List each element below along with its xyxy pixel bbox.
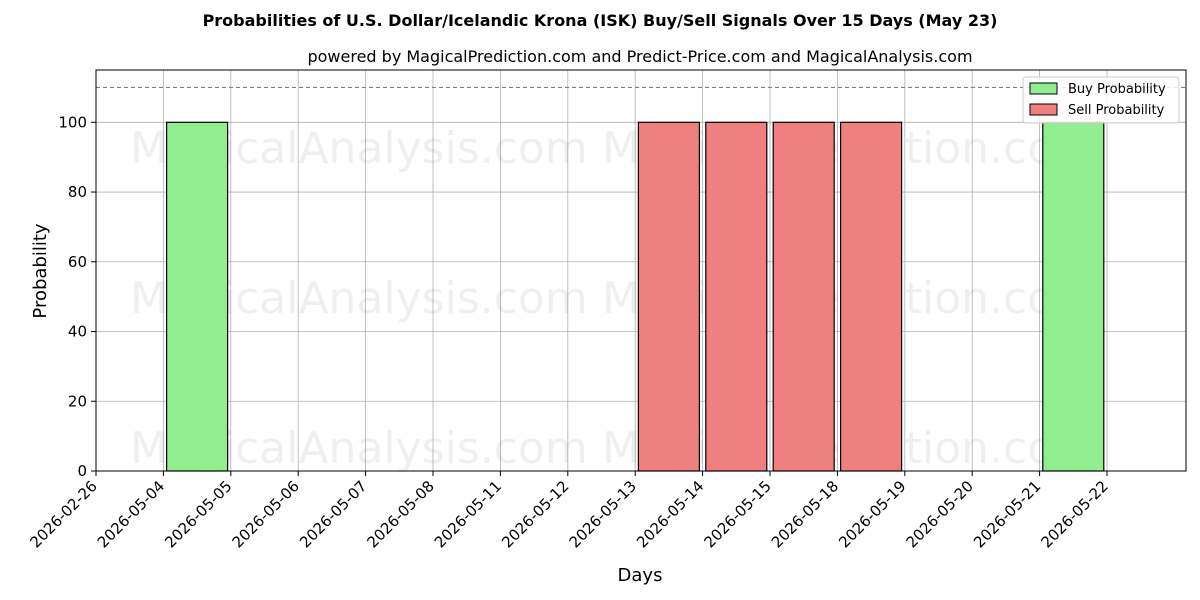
plot-frame bbox=[95, 69, 1187, 472]
bar-sell-probability bbox=[705, 121, 768, 472]
x-tick-label: 2026-05-21 bbox=[970, 477, 1044, 551]
x-tick-label: 2026-05-13 bbox=[566, 477, 640, 551]
x-tick-label: 2026-05-05 bbox=[161, 477, 235, 551]
y-tick-label: 40 bbox=[68, 323, 87, 341]
x-tick-label: 2026-05-19 bbox=[835, 477, 909, 551]
legend-label: Sell Probability bbox=[1068, 103, 1165, 118]
chart-title: Probabilities of U.S. Dollar/Icelandic K… bbox=[203, 11, 998, 30]
x-tick-label: 2026-05-12 bbox=[498, 477, 572, 551]
y-tick-label: 20 bbox=[68, 392, 87, 410]
y-tick-label: 0 bbox=[77, 462, 87, 480]
y-tick-label: 100 bbox=[58, 113, 87, 131]
bar-sell-probability bbox=[839, 121, 903, 472]
legend-swatch bbox=[1029, 103, 1058, 116]
bar-buy-probability bbox=[1042, 121, 1105, 472]
chart-subtitle: powered by MagicalPrediction.com and Pre… bbox=[307, 47, 972, 66]
y-axis-label: Probability bbox=[30, 223, 51, 318]
x-tick-label: 2026-05-22 bbox=[1037, 477, 1111, 551]
bars bbox=[166, 121, 1105, 472]
x-tick-label: 2026-05-11 bbox=[431, 477, 505, 551]
x-tick-label: 2026-05-06 bbox=[229, 477, 303, 551]
legend-label: Buy Probability bbox=[1068, 82, 1166, 97]
bar-sell-probability bbox=[637, 121, 701, 472]
y-tick-label: 60 bbox=[68, 253, 87, 271]
x-tick-label: 2026-05-15 bbox=[700, 477, 774, 551]
bar-buy-probability bbox=[166, 121, 229, 472]
x-tick-label: 2026-05-18 bbox=[768, 477, 842, 551]
x-axis-label: Days bbox=[618, 565, 663, 586]
bar-sell-probability bbox=[772, 121, 835, 472]
x-tick-label: 2026-05-04 bbox=[94, 477, 168, 551]
legend: Buy Probability Sell Probability bbox=[1022, 76, 1180, 124]
x-tick-label: 2026-05-07 bbox=[296, 477, 370, 551]
legend-box bbox=[1022, 76, 1180, 124]
x-tick-label: 2026-05-14 bbox=[633, 477, 707, 551]
legend-swatch bbox=[1029, 82, 1058, 95]
x-tick-label: 2026-02-26 bbox=[26, 477, 100, 551]
watermarks: MagicalAnalysis.comMagicalPrediction.com… bbox=[130, 123, 1097, 474]
x-tick-label: 2026-05-20 bbox=[903, 477, 977, 551]
x-tick-label: 2026-05-08 bbox=[363, 477, 437, 551]
y-tick-label: 80 bbox=[68, 183, 87, 201]
